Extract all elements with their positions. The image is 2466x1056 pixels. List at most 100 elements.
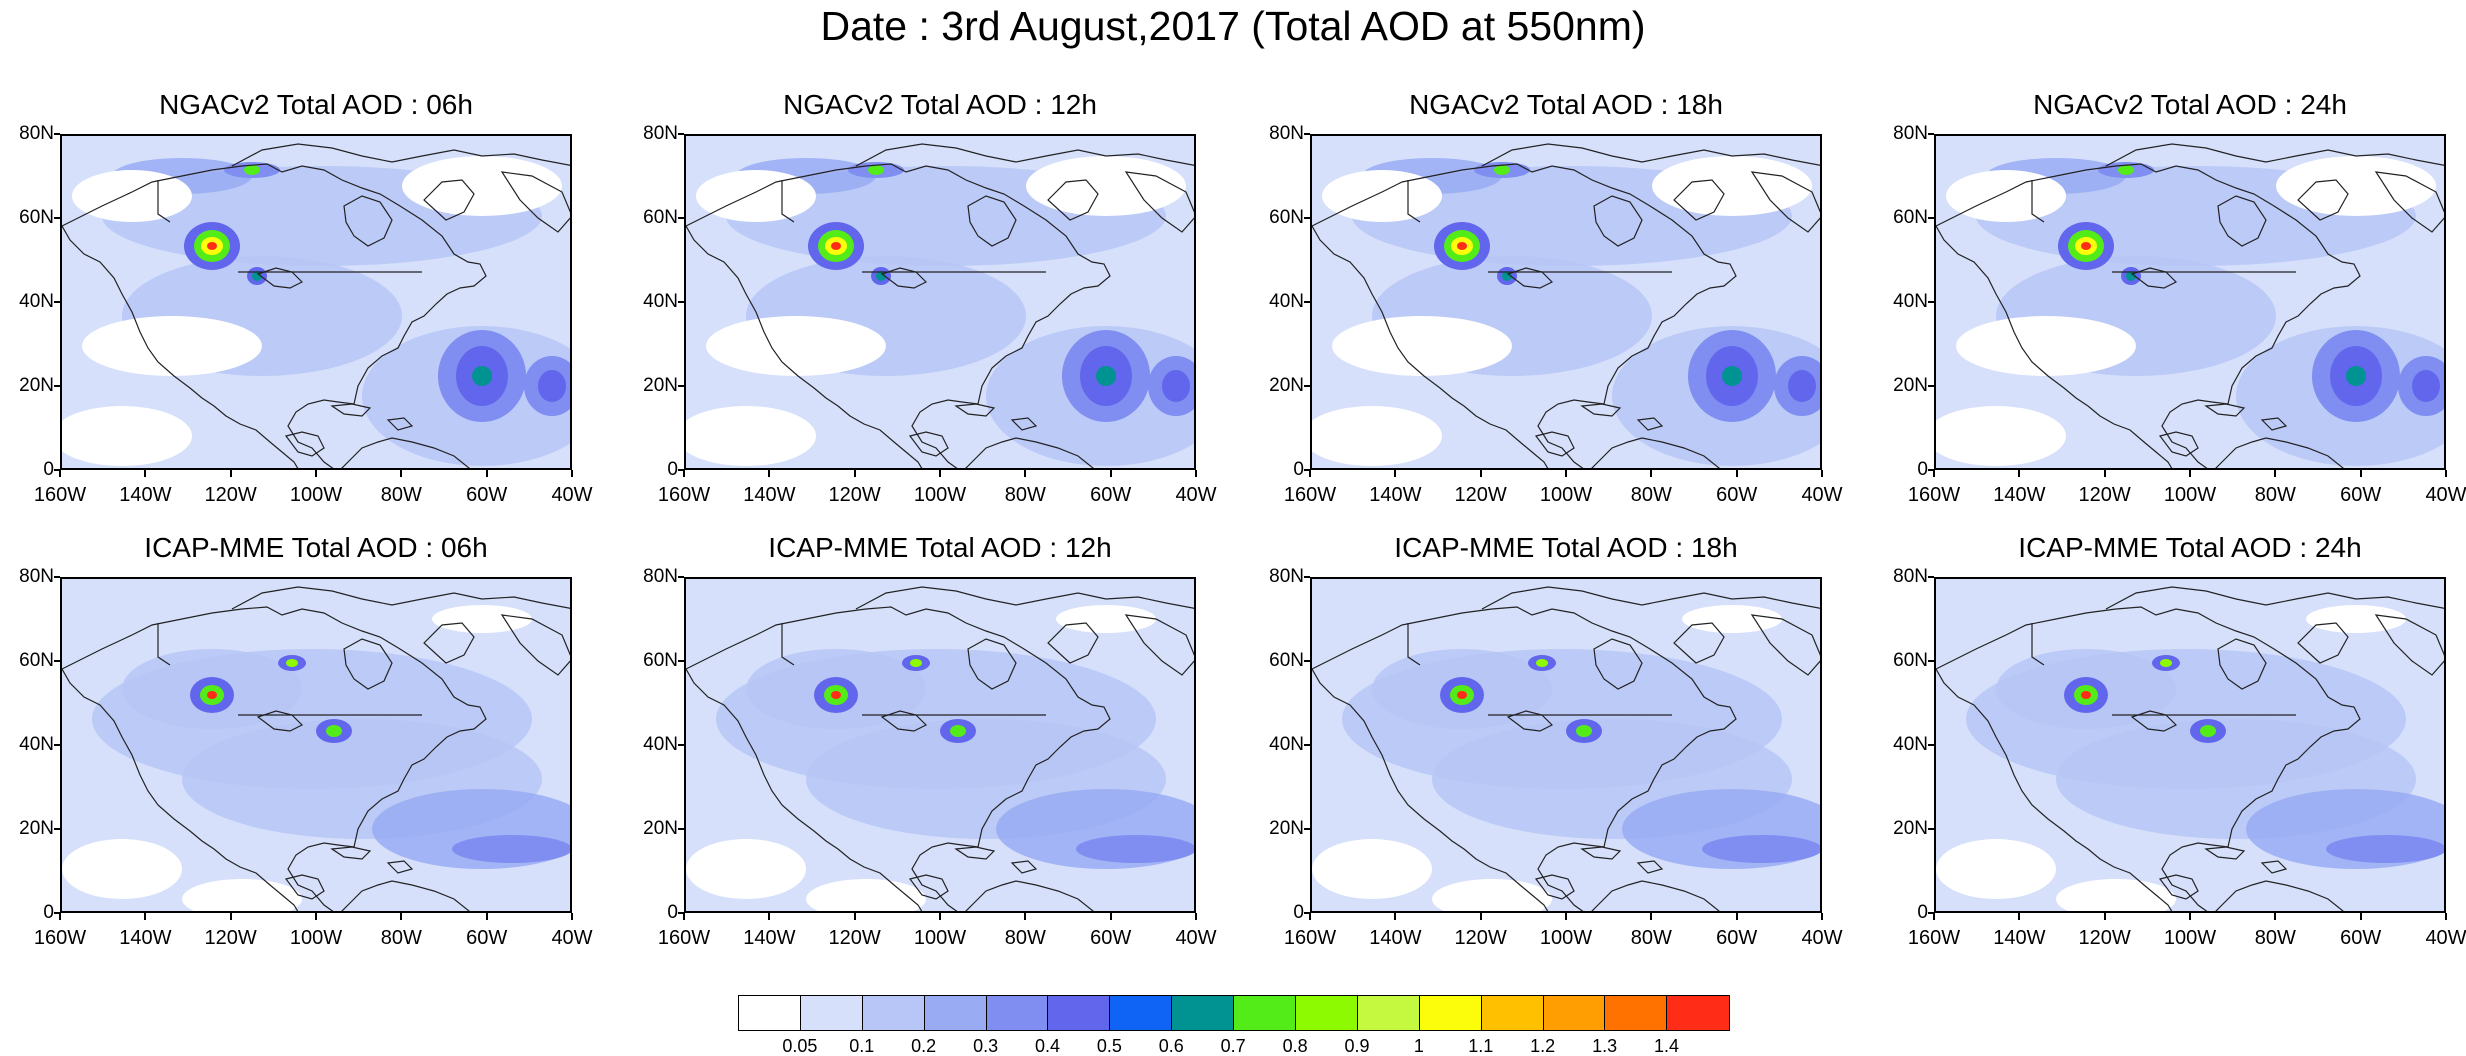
coastline xyxy=(967,195,1017,247)
clean-air-patch xyxy=(1946,170,2066,222)
colorbar-cell xyxy=(1110,996,1173,1030)
clean-air-patch xyxy=(1956,316,2136,376)
lon-tick xyxy=(229,470,232,477)
lon-tick xyxy=(1735,470,1738,477)
lon-label: 160W xyxy=(1283,927,1337,949)
lon-label: 80W xyxy=(2254,927,2296,949)
coastline xyxy=(2260,860,2288,874)
lat-label: 60N xyxy=(1269,207,1304,228)
coastline xyxy=(1481,586,1820,610)
coastline xyxy=(2031,180,2045,223)
colorbar-cell xyxy=(862,996,925,1030)
clean-air-patch xyxy=(1332,316,1512,376)
lon-label: 80W xyxy=(2254,484,2296,506)
coastline xyxy=(231,143,570,167)
clean-air-patch xyxy=(1322,170,1442,222)
lon-tick xyxy=(2274,913,2277,920)
clean-air-patch xyxy=(686,406,816,466)
lat-tick xyxy=(678,744,684,746)
colorbar-cell xyxy=(1605,996,1668,1030)
lon-label: 100W xyxy=(289,484,343,506)
lon-tick xyxy=(1024,470,1027,477)
coastline xyxy=(1047,179,1099,221)
lat-label: 60N xyxy=(1893,650,1928,671)
coastlines xyxy=(62,143,570,468)
panel-title: NGACv2 Total AOD : 12h xyxy=(783,89,1097,120)
lon-tick xyxy=(1195,470,1197,477)
lon-label: 140W xyxy=(119,927,172,949)
lon-tick xyxy=(683,913,685,920)
clean-air-patch xyxy=(1682,605,1782,633)
lat-tick xyxy=(678,660,684,662)
lat-tick xyxy=(1304,217,1310,219)
coastline xyxy=(880,267,928,289)
lon-label: 140W xyxy=(743,927,796,949)
coastline xyxy=(62,163,487,468)
aod-field xyxy=(1312,579,1820,911)
lat-label: 20N xyxy=(643,818,678,839)
colorbar-label: 0.5 xyxy=(1096,1036,1122,1056)
coastline xyxy=(330,403,372,417)
lon-label: 100W xyxy=(2163,484,2217,506)
clean-air-patch xyxy=(1026,156,1186,216)
lon-label: 40W xyxy=(551,484,593,506)
colorbar-cell xyxy=(986,996,1049,1030)
lat-tick xyxy=(1928,301,1934,303)
lon-tick xyxy=(229,913,232,920)
coastlines xyxy=(1312,143,1820,468)
aod-blob xyxy=(1702,835,1820,863)
coastline xyxy=(1580,403,1622,417)
lat-tick xyxy=(1304,385,1310,387)
lon-label: 40W xyxy=(1175,927,1217,949)
lon-tick xyxy=(1479,470,1482,477)
lat-label: 80N xyxy=(19,566,54,587)
lat-label: 0 xyxy=(1293,902,1304,923)
lon-label: 100W xyxy=(289,927,343,949)
coastline xyxy=(386,860,414,874)
lon-label: 160W xyxy=(33,484,87,506)
lon-tick xyxy=(2018,913,2021,920)
lat-label: 80N xyxy=(1893,123,1928,144)
lon-label: 60W xyxy=(1716,484,1758,506)
aod-map xyxy=(1310,577,1822,913)
clean-air-patch xyxy=(62,839,182,899)
coastline xyxy=(423,179,475,221)
lat-label: 80N xyxy=(19,123,54,144)
coastline xyxy=(2130,710,2178,732)
coastline xyxy=(1750,614,1820,676)
aod-field xyxy=(62,579,570,911)
aod-blob xyxy=(1722,366,1742,386)
coastline xyxy=(386,417,414,431)
lon-tick xyxy=(315,470,317,477)
aod-blob xyxy=(2160,659,2172,667)
clean-air-patch xyxy=(1312,406,1442,466)
lat-label: 20N xyxy=(19,818,54,839)
colorbar-label: 0.9 xyxy=(1344,1036,1370,1056)
lon-tick xyxy=(571,470,573,477)
lat-label: 80N xyxy=(643,123,678,144)
aod-map xyxy=(1934,577,2446,913)
lon-tick xyxy=(1394,913,1397,920)
lon-label: 80W xyxy=(1630,484,1672,506)
aod-blob xyxy=(1536,659,1548,667)
coastline xyxy=(2297,179,2349,221)
clean-air-patch xyxy=(432,605,532,633)
clean-air-patch xyxy=(402,156,562,216)
panel-title: NGACv2 Total AOD : 06h xyxy=(159,89,473,120)
colorbar-label: 0.8 xyxy=(1282,1036,1308,1056)
lon-tick xyxy=(853,470,856,477)
aod-blob xyxy=(326,725,342,737)
colorbar-cell xyxy=(1357,996,1420,1030)
coastline xyxy=(1010,417,1038,431)
lon-label: 140W xyxy=(1369,927,1422,949)
lon-tick xyxy=(1821,913,1823,920)
lat-label: 0 xyxy=(667,459,678,480)
lat-tick xyxy=(1304,912,1310,914)
panel-title: ICAP-MME Total AOD : 06h xyxy=(144,532,488,563)
coastline xyxy=(855,143,1194,167)
colorbar-label: 0.6 xyxy=(1158,1036,1184,1056)
aod-blob xyxy=(910,659,922,667)
coastlines xyxy=(1936,586,2444,911)
lat-label: 40N xyxy=(643,734,678,755)
aod-colorbar xyxy=(738,995,1731,1031)
